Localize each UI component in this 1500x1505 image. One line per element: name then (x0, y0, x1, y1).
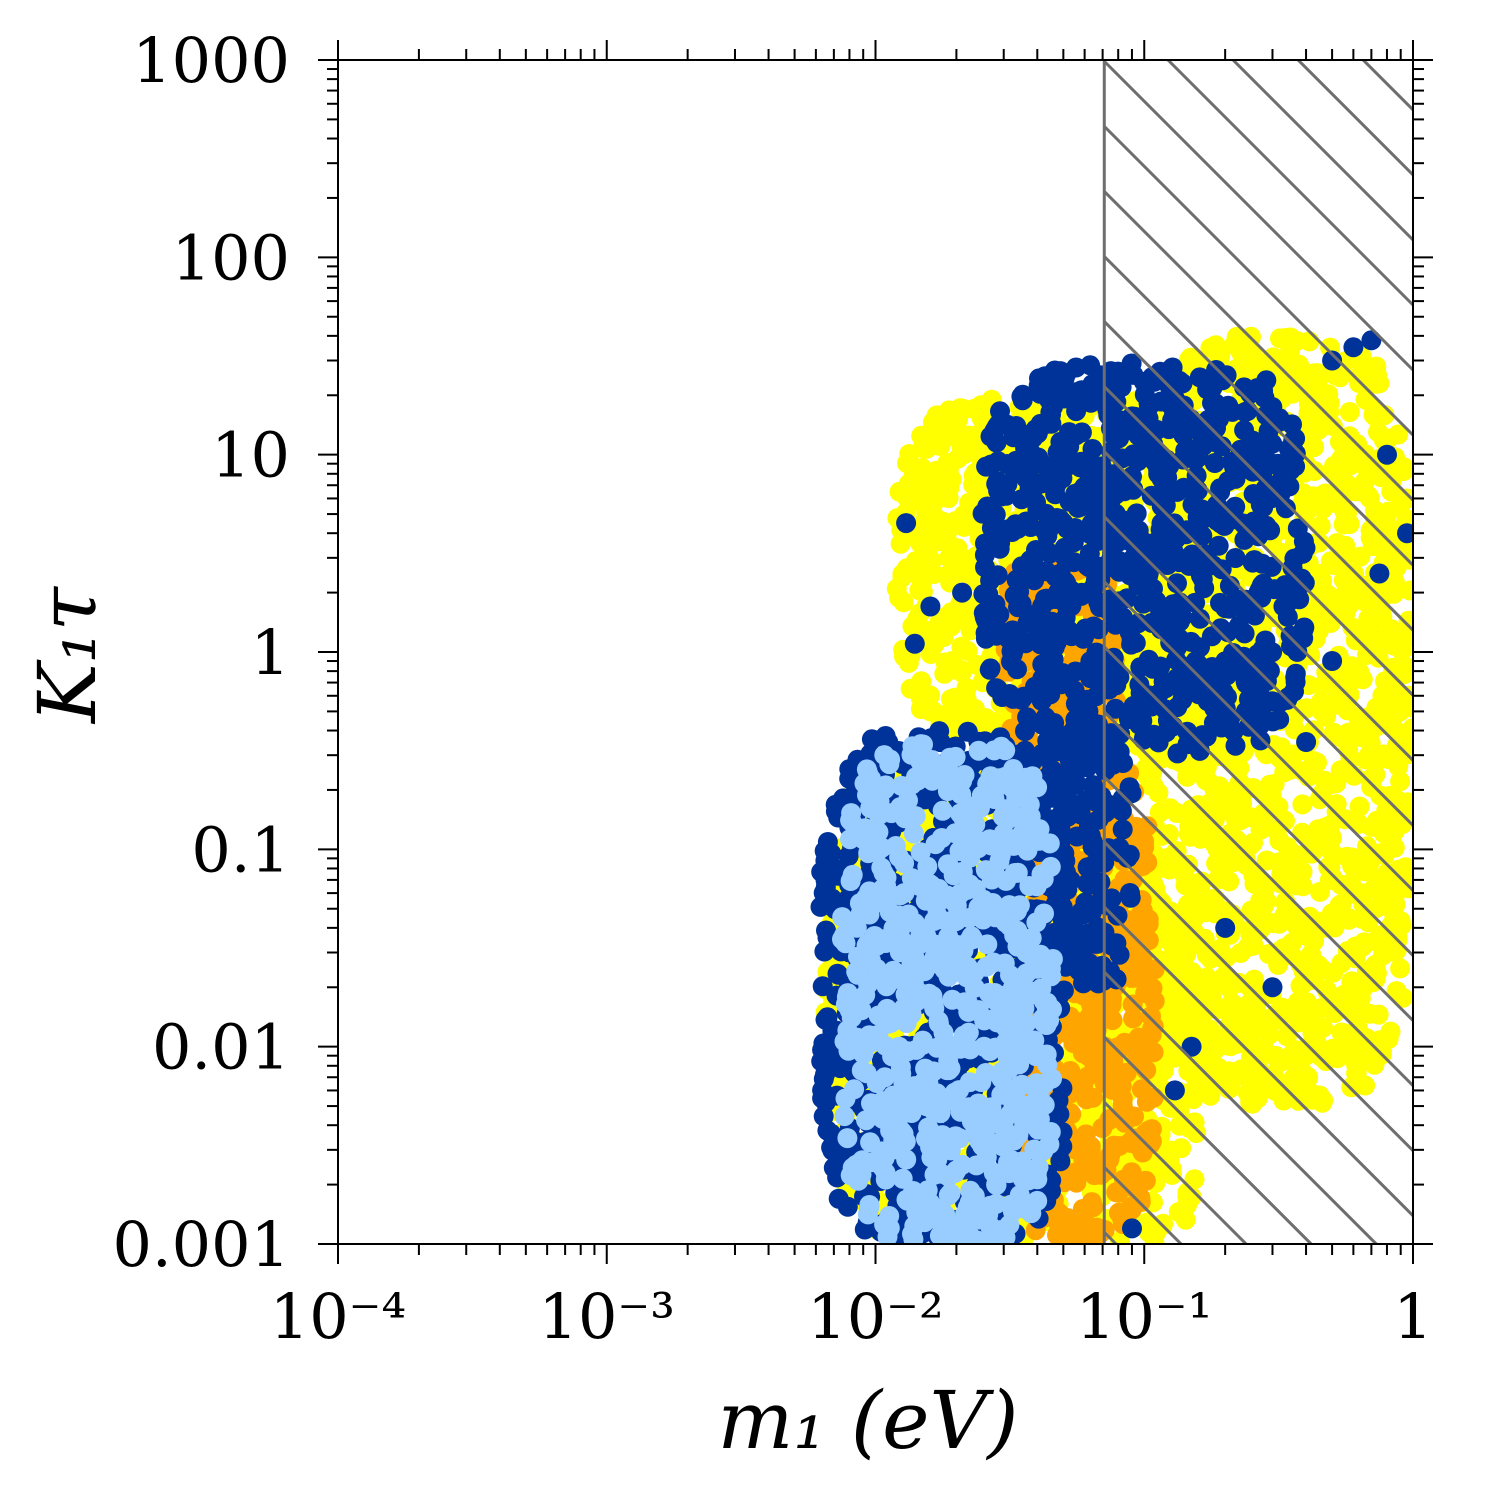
data-point (1005, 540, 1026, 561)
data-point (815, 1009, 836, 1030)
data-point (958, 610, 979, 631)
data-point (819, 854, 840, 875)
data-point (914, 789, 935, 810)
data-point (810, 896, 831, 917)
data-point (861, 729, 882, 750)
data-point (955, 682, 976, 703)
data-point (1068, 1133, 1089, 1154)
data-point (951, 662, 972, 683)
data-point (923, 564, 944, 584)
data-point (1065, 1015, 1086, 1036)
data-point (893, 592, 914, 613)
data-point (1018, 610, 1039, 631)
data-point (1059, 422, 1079, 443)
data-point (950, 398, 971, 419)
data-point (896, 558, 917, 579)
data-point (964, 698, 985, 719)
data-point (899, 444, 920, 464)
data-point (929, 428, 950, 449)
data-point (838, 846, 859, 867)
data-point (817, 832, 838, 852)
data-point (921, 502, 942, 523)
data-point (1082, 1087, 1103, 1108)
data-point (949, 427, 970, 448)
data-point (1065, 661, 1086, 682)
data-point (929, 531, 950, 552)
data-point (919, 697, 940, 717)
data-point (1075, 1201, 1096, 1222)
data-point (980, 658, 1001, 679)
data-point (823, 1157, 844, 1178)
data-point (1083, 1151, 1104, 1172)
data-point (911, 425, 932, 446)
data-point (812, 1039, 833, 1060)
data-point (1060, 1061, 1081, 1081)
data-point (837, 1196, 858, 1217)
data-point (957, 640, 978, 661)
data-point (946, 563, 967, 584)
data-point (1041, 1181, 1061, 1202)
data-point (946, 510, 967, 531)
data-point (920, 644, 941, 664)
data-point (939, 478, 960, 499)
data-point (908, 484, 929, 505)
data-point (903, 466, 924, 487)
data-point (948, 448, 969, 469)
data-point (1083, 1006, 1104, 1027)
data-point (821, 1123, 842, 1144)
data-point (909, 532, 930, 553)
data-point (1006, 416, 1027, 436)
data-point (1057, 1225, 1078, 1244)
data-point (1049, 1104, 1070, 1125)
data-point (935, 652, 956, 673)
data-point (926, 405, 947, 426)
